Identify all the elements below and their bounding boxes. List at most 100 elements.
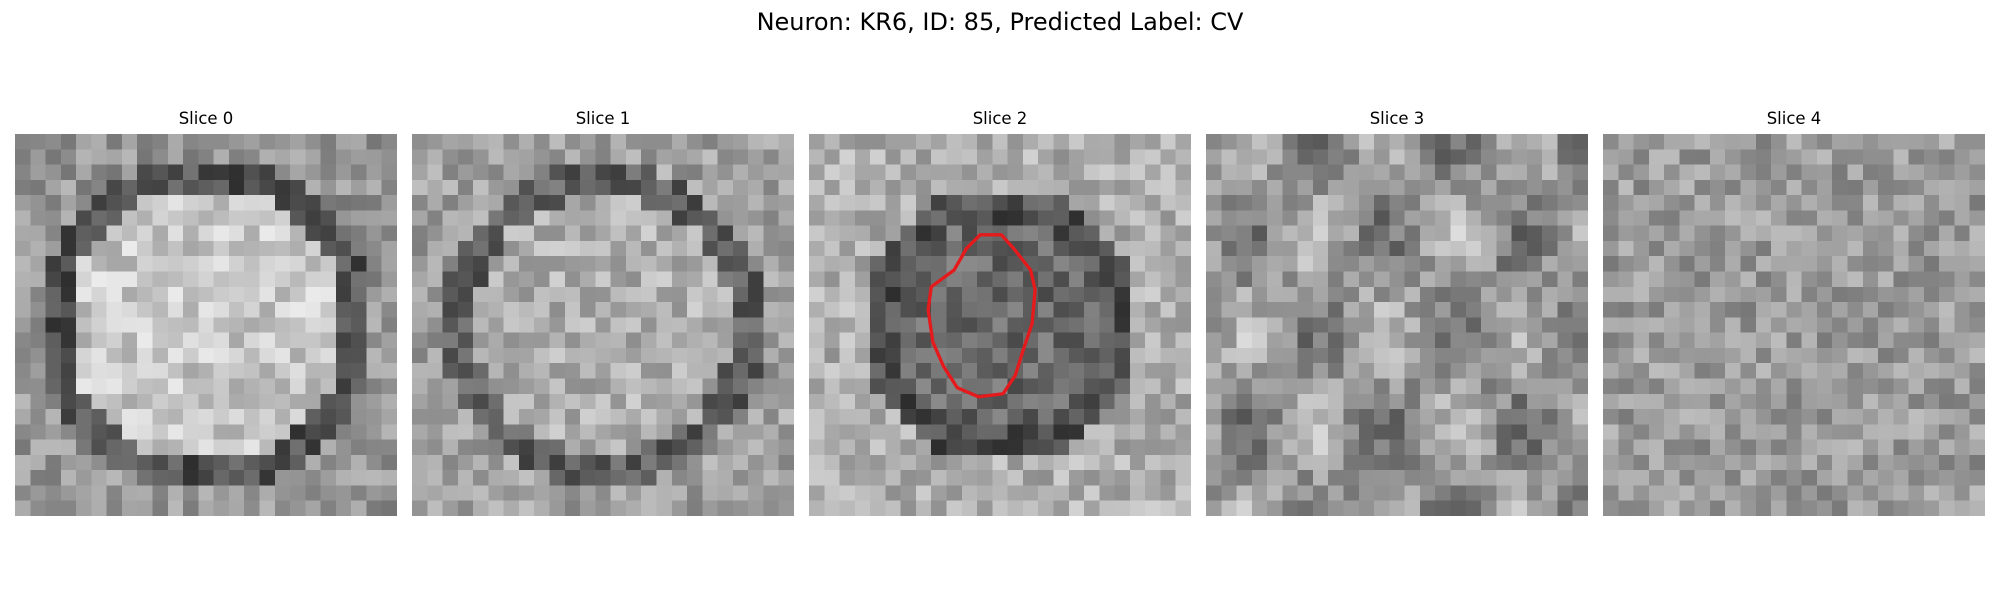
pixel-cell	[488, 286, 504, 303]
pixel-cell	[1175, 225, 1191, 242]
pixel-cell	[381, 195, 397, 211]
pixel-cell	[121, 256, 138, 272]
pixel-cell	[30, 240, 46, 257]
pixel-cell	[366, 378, 383, 395]
pixel-cell	[1572, 454, 1588, 471]
pixel-cell	[488, 134, 504, 150]
pixel-cell	[1312, 179, 1329, 196]
pixel-cell	[1053, 393, 1070, 410]
pixel-cell	[1084, 240, 1100, 257]
pixel-cell	[1312, 240, 1329, 257]
pixel-cell	[1786, 256, 1802, 272]
pixel-cell	[977, 470, 993, 486]
pixel-cell	[518, 164, 535, 181]
pixel-cell	[91, 347, 107, 364]
pixel-cell	[564, 134, 581, 150]
pixel-cell	[1084, 347, 1100, 364]
pixel-cell	[1603, 347, 1619, 364]
pixel-cell	[228, 164, 245, 181]
pixel-cell	[45, 271, 62, 288]
segmentation-contour	[926, 233, 1037, 399]
pixel-cell	[15, 470, 31, 486]
pixel-cell	[290, 485, 306, 502]
pixel-cell	[1832, 317, 1848, 333]
pixel-cell	[1435, 179, 1451, 196]
pixel-cell	[1145, 210, 1161, 226]
pixel-cell	[1954, 286, 1971, 303]
pixel-cell	[1297, 286, 1314, 303]
pixel-cell	[15, 179, 31, 196]
pixel-cell	[1816, 271, 1833, 288]
pixel-cell	[45, 332, 62, 349]
pixel-cell	[412, 485, 428, 502]
pixel-cell	[259, 347, 276, 364]
pixel-cell	[381, 302, 397, 318]
pixel-cell	[1679, 317, 1695, 333]
pixel-cell	[992, 485, 1008, 502]
pixel-cell	[335, 454, 352, 471]
pixel-cell	[1923, 363, 1940, 379]
pixel-cell	[1679, 302, 1695, 318]
pixel-cell	[228, 470, 245, 486]
pixel-cell	[1236, 240, 1253, 257]
pixel-cell	[809, 409, 825, 425]
pixel-cell	[106, 164, 123, 181]
pixel-cell	[717, 149, 734, 165]
pixel-cell	[1648, 240, 1665, 257]
pixel-cell	[1343, 332, 1360, 349]
pixel-cell	[1297, 424, 1314, 440]
pixel-cell	[1282, 500, 1298, 516]
pixel-cell	[1633, 485, 1650, 502]
pixel-cell	[824, 195, 840, 211]
pixel-cell	[1923, 195, 1940, 211]
pixel-cell	[1801, 210, 1818, 226]
pixel-cell	[488, 317, 504, 333]
pixel-cell	[91, 164, 107, 181]
pixel-cell	[45, 347, 62, 364]
pixel-cell	[946, 225, 963, 242]
pixel-cell	[1206, 256, 1222, 272]
pixel-cell	[381, 470, 397, 486]
pixel-cell	[412, 240, 428, 257]
pixel-cell	[91, 149, 107, 165]
pixel-cell	[1862, 332, 1879, 349]
pixel-cell	[748, 454, 764, 471]
pixel-cell	[1038, 149, 1054, 165]
pixel-cell	[732, 164, 749, 181]
pixel-cell	[946, 134, 963, 150]
pixel-cell	[152, 149, 169, 165]
pixel-cell	[671, 164, 688, 181]
pixel-cell	[320, 195, 337, 211]
pixel-cell	[1160, 347, 1177, 364]
pixel-cell	[1419, 454, 1436, 471]
pixel-cell	[1725, 302, 1741, 318]
pixel-cell	[412, 317, 428, 333]
pixel-cell	[1084, 378, 1100, 395]
pixel-cell	[30, 454, 46, 471]
pixel-cell	[1603, 378, 1619, 395]
pixel-cell	[1862, 225, 1879, 242]
pixel-cell	[839, 500, 856, 516]
pixel-cell	[503, 378, 520, 395]
slice-image	[1206, 134, 1588, 516]
pixel-cell	[1923, 225, 1940, 242]
pixel-cell	[1465, 439, 1482, 456]
pixel-cell	[1542, 485, 1558, 502]
pixel-cell	[198, 317, 214, 333]
pixel-cell	[1694, 393, 1711, 410]
pixel-cell	[1084, 210, 1100, 226]
pixel-cell	[1740, 195, 1757, 211]
pixel-cell	[885, 149, 901, 165]
pixel-cell	[1603, 134, 1619, 150]
pixel-cell	[91, 179, 107, 196]
pixel-cell	[1801, 409, 1818, 425]
pixel-cell	[1007, 225, 1024, 242]
pixel-cell	[1893, 225, 1909, 242]
pixel-cell	[45, 363, 62, 379]
pixel-cell	[1404, 195, 1421, 211]
pixel-cell	[1740, 164, 1757, 181]
pixel-cell	[915, 210, 932, 226]
pixel-cell	[152, 500, 169, 516]
pixel-cell	[1404, 256, 1421, 272]
pixel-cell	[244, 210, 260, 226]
